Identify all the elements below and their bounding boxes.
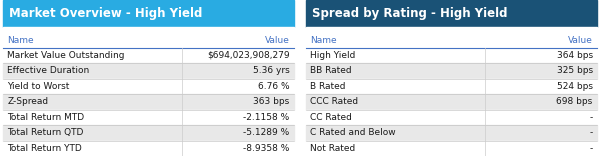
Text: Spread by Rating - High Yield: Spread by Rating - High Yield	[312, 7, 508, 20]
Text: -: -	[589, 128, 593, 137]
Text: Name: Name	[310, 36, 337, 45]
Text: High Yield: High Yield	[310, 51, 356, 60]
Bar	[306, 48, 597, 63]
Text: CC Rated: CC Rated	[310, 113, 352, 122]
Text: Name: Name	[7, 36, 34, 45]
Text: Market Value Outstanding: Market Value Outstanding	[7, 51, 125, 60]
Text: -5.1289 %: -5.1289 %	[244, 128, 290, 137]
Text: -: -	[589, 144, 593, 153]
Text: 363 bps: 363 bps	[253, 97, 290, 106]
Text: 698 bps: 698 bps	[556, 97, 593, 106]
Text: 524 bps: 524 bps	[557, 82, 593, 91]
Bar	[306, 0, 597, 27]
Text: BB Rated: BB Rated	[310, 66, 352, 75]
Text: CCC Rated: CCC Rated	[310, 97, 358, 106]
Bar	[306, 34, 597, 48]
Text: 364 bps: 364 bps	[557, 51, 593, 60]
Text: Total Return YTD: Total Return YTD	[7, 144, 82, 153]
Bar	[306, 125, 597, 141]
Bar	[306, 27, 597, 34]
Bar	[306, 141, 597, 156]
Text: B Rated: B Rated	[310, 82, 346, 91]
Text: -8.9358 %: -8.9358 %	[243, 144, 290, 153]
Bar	[3, 94, 294, 110]
Bar	[306, 94, 597, 110]
Text: Z-Spread: Z-Spread	[7, 97, 49, 106]
Bar	[306, 79, 597, 94]
Bar	[3, 63, 294, 79]
Text: Total Return MTD: Total Return MTD	[7, 113, 85, 122]
Bar	[3, 125, 294, 141]
Text: Yield to Worst: Yield to Worst	[7, 82, 70, 91]
Bar	[306, 110, 597, 125]
Bar	[3, 141, 294, 156]
Bar	[3, 79, 294, 94]
Text: Not Rated: Not Rated	[310, 144, 356, 153]
Bar	[306, 63, 597, 79]
Bar	[3, 110, 294, 125]
Text: Value: Value	[568, 36, 593, 45]
Bar	[3, 27, 294, 34]
Text: Market Overview - High Yield: Market Overview - High Yield	[9, 7, 202, 20]
Text: $694,023,908,279: $694,023,908,279	[207, 51, 290, 60]
Text: 5.36 yrs: 5.36 yrs	[253, 66, 290, 75]
Text: -: -	[589, 113, 593, 122]
Text: 325 bps: 325 bps	[557, 66, 593, 75]
Bar	[3, 0, 294, 27]
Text: Total Return QTD: Total Return QTD	[7, 128, 84, 137]
Text: Value: Value	[265, 36, 290, 45]
Text: 6.76 %: 6.76 %	[258, 82, 290, 91]
Bar	[3, 48, 294, 63]
Text: C Rated and Below: C Rated and Below	[310, 128, 396, 137]
Text: Effective Duration: Effective Duration	[7, 66, 89, 75]
Text: -2.1158 %: -2.1158 %	[244, 113, 290, 122]
Bar	[3, 34, 294, 48]
